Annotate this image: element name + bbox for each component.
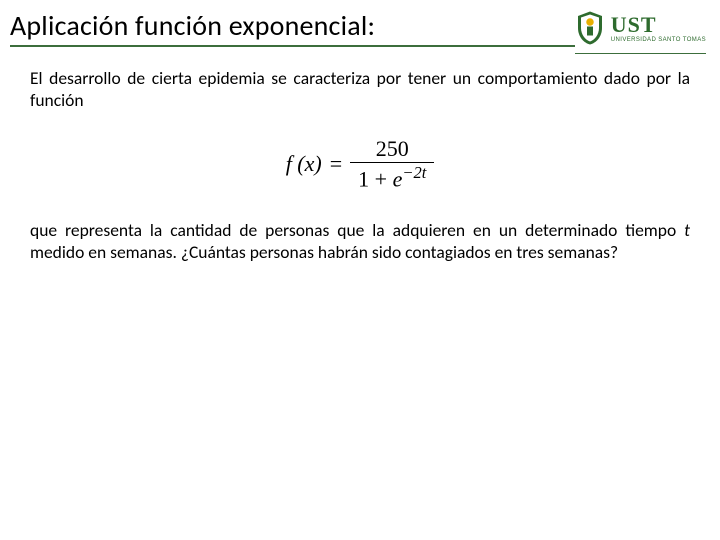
paragraph-2: que representa la cantidad de personas q… — [30, 220, 690, 264]
formula-numerator: 250 — [368, 138, 417, 162]
formula-denominator: 1 + e−2t — [350, 162, 434, 190]
para2-a: que representa la cantidad de personas q… — [30, 219, 684, 241]
shield-icon — [575, 10, 605, 46]
para2-b: medido en semanas. ¿Cuántas personas hab… — [30, 241, 618, 263]
logo-main-text: UST — [611, 14, 706, 36]
slide-title: Aplicación función exponencial: — [10, 8, 575, 43]
title-underline — [10, 45, 575, 47]
logo-underline — [575, 53, 706, 55]
header-row: Aplicación función exponencial: UST UNIV… — [0, 0, 720, 50]
logo-block: UST UNIVERSIDAD SANTO TOMAS — [575, 8, 706, 46]
paragraph-1: El desarrollo de cierta epidemia se cara… — [30, 68, 690, 112]
formula-eq: = — [328, 151, 344, 177]
logo-text: UST UNIVERSIDAD SANTO TOMAS — [611, 14, 706, 43]
logo-sub-text: UNIVERSIDAD SANTO TOMAS — [611, 37, 706, 43]
para2-t: t — [684, 219, 690, 241]
formula-fraction: 250 1 + e−2t — [350, 138, 434, 190]
title-area: Aplicación función exponencial: — [10, 8, 575, 47]
formula-wrap: f (x) = 250 1 + e−2t — [30, 112, 690, 216]
den-e: e — [393, 166, 403, 191]
den-exp: −2t — [402, 163, 426, 182]
logo-wrap: UST UNIVERSIDAD SANTO TOMAS — [575, 8, 706, 50]
formula-lhs: f (x) — [286, 151, 322, 177]
formula: f (x) = 250 1 + e−2t — [286, 138, 435, 190]
den-prefix: 1 + — [358, 166, 392, 191]
content-area: El desarrollo de cierta epidemia se cara… — [0, 50, 720, 264]
